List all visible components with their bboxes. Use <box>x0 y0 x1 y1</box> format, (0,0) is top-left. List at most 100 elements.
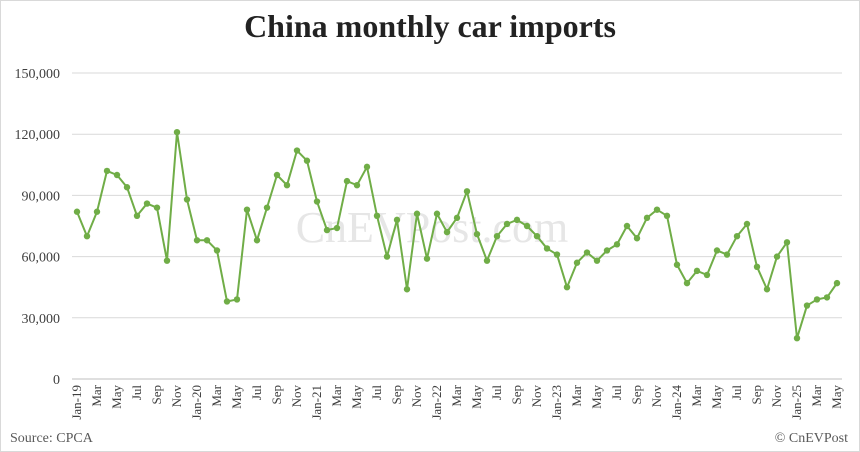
x-tick-label: Jan-21 <box>309 385 324 420</box>
x-tick-label: Mar <box>689 384 704 406</box>
x-tick-label: May <box>709 385 724 409</box>
data-point <box>753 263 761 270</box>
y-axis-ticks: 0 30,000 60,000 90,000 120,000 150,000 <box>15 67 61 388</box>
data-point <box>573 259 581 266</box>
data-point <box>803 302 811 309</box>
x-tick-label: Jul <box>129 385 144 401</box>
data-point <box>103 167 111 175</box>
data-point <box>303 157 311 164</box>
x-tick-label: Nov <box>289 385 304 408</box>
data-point <box>93 208 101 215</box>
data-point <box>273 171 281 179</box>
x-tick-label: May <box>589 385 604 409</box>
data-point <box>773 253 781 260</box>
data-point <box>153 204 161 211</box>
copyright-note: © CnEVPost <box>774 431 848 446</box>
x-tick-label: Jan-22 <box>429 385 444 420</box>
x-tick-label: Jan-20 <box>189 385 204 420</box>
x-tick-label: Mar <box>449 384 464 406</box>
data-point <box>253 237 261 244</box>
data-point <box>663 212 671 219</box>
x-tick-label: Sep <box>389 385 404 405</box>
data-point <box>483 257 491 264</box>
data-point <box>813 296 821 303</box>
y-tick-label: 60,000 <box>22 251 61 266</box>
data-point <box>313 198 321 205</box>
data-point <box>203 237 211 244</box>
data-point <box>373 212 381 219</box>
x-tick-label: Nov <box>409 385 424 408</box>
data-point <box>213 247 221 254</box>
data-point <box>613 241 621 248</box>
x-tick-label: Mar <box>329 384 344 406</box>
data-point <box>733 233 741 240</box>
data-point <box>343 177 351 185</box>
x-tick-label: Mar <box>569 384 584 406</box>
x-tick-label: Jul <box>369 385 384 401</box>
x-tick-label: Mar <box>809 384 824 406</box>
x-tick-label: May <box>109 385 124 409</box>
data-point <box>833 279 841 287</box>
data-point <box>83 233 91 240</box>
x-tick-label: Nov <box>529 385 544 408</box>
x-tick-label: Nov <box>649 385 664 408</box>
data-point <box>653 206 661 213</box>
gridlines <box>72 72 842 319</box>
data-point <box>193 237 201 244</box>
x-tick-label: Jan-19 <box>69 385 84 420</box>
data-point <box>823 294 831 301</box>
data-point <box>693 267 701 275</box>
data-point <box>583 249 591 256</box>
data-point <box>453 214 461 222</box>
data-point <box>223 298 231 305</box>
x-tick-label: Sep <box>269 385 284 405</box>
x-tick-label: May <box>469 385 484 409</box>
data-point <box>433 210 441 217</box>
data-point <box>763 286 771 293</box>
x-tick-label: Jan-23 <box>549 385 564 420</box>
data-point <box>283 182 291 189</box>
data-point <box>623 222 631 230</box>
y-tick-label: 90,000 <box>22 189 61 204</box>
data-point <box>643 214 651 222</box>
data-point <box>543 245 551 252</box>
x-tick-label: Jan-24 <box>669 385 684 420</box>
x-tick-label: Mar <box>89 384 104 406</box>
chart-title: China monthly car imports <box>244 8 616 44</box>
data-point <box>463 188 471 195</box>
x-tick-label: May <box>229 385 244 409</box>
data-point <box>563 284 571 291</box>
data-point <box>323 226 331 234</box>
data-point <box>503 220 511 228</box>
data-point <box>713 247 721 254</box>
source-note: Source: CPCA <box>10 431 93 446</box>
x-tick-label: Sep <box>149 385 164 405</box>
data-point <box>113 171 121 179</box>
data-point <box>73 208 81 215</box>
data-point <box>743 220 751 228</box>
data-point <box>443 228 451 236</box>
x-tick-label: Nov <box>769 385 784 408</box>
x-tick-label: Jan-25 <box>789 385 804 420</box>
data-point <box>493 233 501 240</box>
data-point <box>293 147 301 154</box>
x-tick-label: Jul <box>249 385 264 401</box>
x-tick-label: Jul <box>489 385 504 401</box>
data-point <box>333 224 341 232</box>
x-tick-label: Jul <box>609 385 624 401</box>
data-point <box>233 296 241 303</box>
y-tick-label: 0 <box>53 373 60 388</box>
x-tick-label: Sep <box>749 385 764 405</box>
data-point <box>523 222 531 230</box>
data-point <box>473 230 481 238</box>
y-tick-label: 120,000 <box>15 128 61 143</box>
data-point <box>603 247 611 254</box>
x-tick-label: May <box>829 385 844 409</box>
data-point <box>163 257 171 264</box>
data-point <box>703 271 711 279</box>
y-tick-label: 30,000 <box>22 312 61 327</box>
x-tick-label: Nov <box>169 385 184 408</box>
data-point <box>593 257 601 264</box>
data-point <box>513 216 521 224</box>
